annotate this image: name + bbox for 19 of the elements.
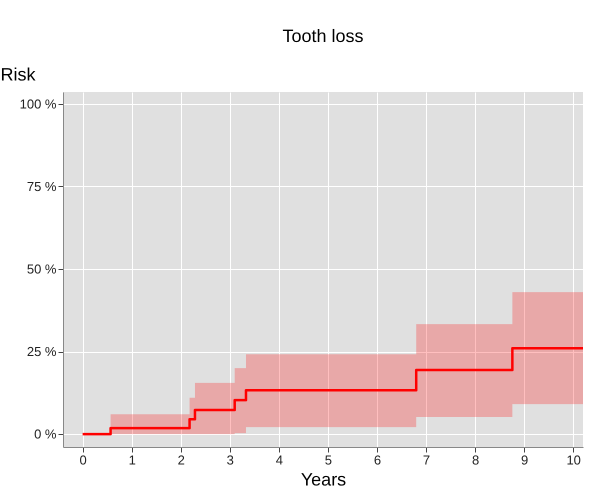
x-tick-label: 6 <box>374 452 382 468</box>
y-tick-label: 100 % <box>20 96 57 112</box>
chart-title: Tooth loss <box>282 26 364 46</box>
y-tick-label: 75 % <box>26 178 57 194</box>
x-tick-label: 0 <box>80 452 87 468</box>
x-tick-label: 8 <box>472 452 480 468</box>
x-tick-label: 5 <box>324 452 332 468</box>
x-tick-label: 3 <box>226 452 234 468</box>
y-tick-label: 50 % <box>26 262 57 277</box>
y-tick-label: 0 % <box>34 426 57 442</box>
x-tick-label: 9 <box>521 452 528 468</box>
x-axis-title: Years <box>300 470 346 490</box>
y-tick-label: 25 % <box>26 344 57 360</box>
x-tick-label: 7 <box>422 452 430 468</box>
x-tick-label: 4 <box>276 452 283 468</box>
x-tick-label: 2 <box>178 452 185 468</box>
x-tick-label: 10 <box>566 452 581 468</box>
y-axis-title: Risk <box>0 64 36 84</box>
x-tick-label: 1 <box>128 452 136 468</box>
